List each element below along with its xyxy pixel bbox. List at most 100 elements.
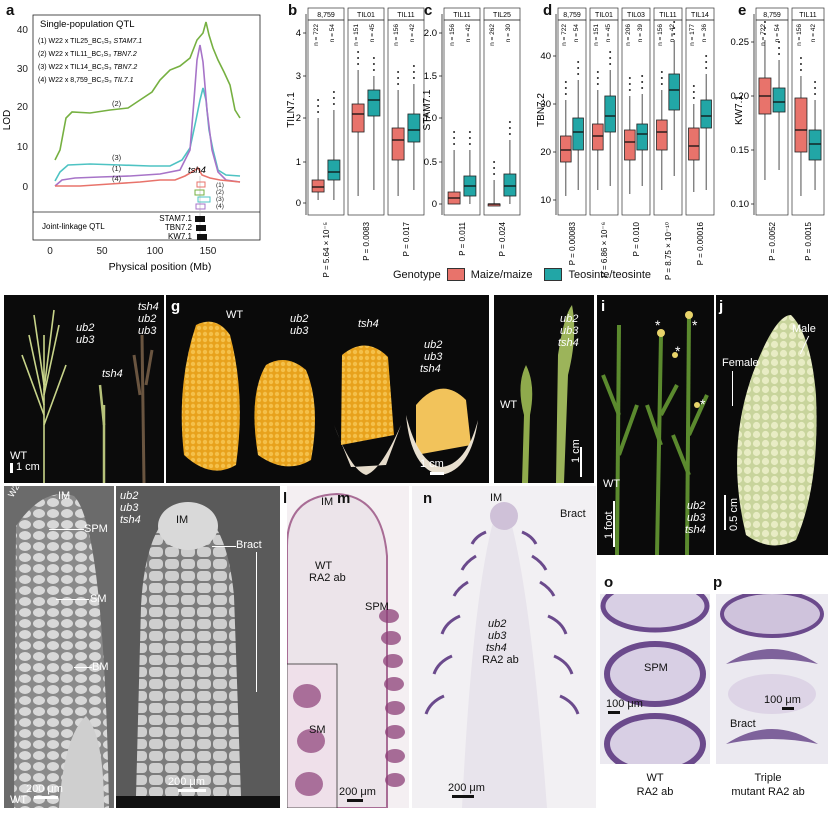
g-label-ub3: ub3 bbox=[290, 325, 309, 337]
d-group-name: TIL14 bbox=[691, 12, 709, 19]
e-n-maize: n = 722 bbox=[760, 24, 767, 46]
d-ylabel: TBN7.2 bbox=[536, 93, 547, 127]
k-spm-pointer bbox=[49, 529, 84, 530]
b-n-teosinte: n = 42 bbox=[409, 24, 416, 43]
g-label-ub2: ub2 bbox=[290, 313, 309, 325]
b-ytick: 0 bbox=[296, 198, 301, 209]
panel-c-boxplot: 0 0.5 1.0 1.5 2.0 STAM7.1 TIL11 n = 156 n = 42 P … bbox=[422, 7, 521, 256]
d-box bbox=[636, 123, 648, 151]
j-female-pointer bbox=[732, 371, 733, 406]
o-caption-1: WT bbox=[646, 772, 664, 784]
maize-legend-label: Maize/maize bbox=[470, 268, 533, 281]
c-group-name: TIL25 bbox=[493, 12, 511, 19]
d-n-maize: n = 722 bbox=[561, 24, 568, 46]
m-label-sm: SM bbox=[309, 724, 326, 736]
c-ytick: 0.5 bbox=[424, 157, 437, 168]
k-label-spm: SPM bbox=[84, 523, 108, 535]
a-joint-kw: KW7.1 bbox=[168, 232, 193, 241]
d-pvalue: P = 0.00016 bbox=[696, 221, 705, 265]
d-box bbox=[560, 135, 572, 163]
c-box bbox=[503, 173, 517, 197]
a-ytick-10: 10 bbox=[17, 142, 29, 153]
m-label-im: IM bbox=[321, 496, 334, 508]
l-bract-line bbox=[256, 552, 257, 692]
i-label-t2: ub3 bbox=[687, 512, 706, 524]
l-label-t1: ub2 bbox=[120, 490, 139, 502]
b-n-teosinte: n = 45 bbox=[369, 24, 376, 43]
i-scale-text: 1 foot bbox=[603, 511, 615, 539]
p-caption-1: Triple bbox=[754, 772, 782, 784]
c-n-maize: n = 156 bbox=[449, 24, 456, 46]
d-n-maize: n = 156 bbox=[657, 24, 664, 46]
h-label-t1: ub2 bbox=[560, 313, 579, 325]
a-tsh4-marker: tsh4 bbox=[188, 165, 206, 176]
d-n-maize: n = 151 bbox=[593, 24, 600, 46]
c-n-maize: n = 262 bbox=[489, 24, 496, 46]
d-n-teosinte: n = 45 bbox=[605, 24, 612, 43]
h-scale-text: 1 cm bbox=[570, 439, 582, 463]
j-label-female: Female bbox=[722, 357, 759, 369]
a-curve-2-green bbox=[54, 21, 241, 161]
a-ytick-20: 20 bbox=[17, 102, 29, 113]
a-curve-4-purple bbox=[54, 44, 241, 187]
d-box bbox=[700, 99, 712, 129]
d-n-maize: n = 206 bbox=[625, 24, 632, 46]
b-ytick: 2 bbox=[296, 113, 301, 124]
d-pvalue: P = 0.00083 bbox=[568, 221, 577, 265]
k-label-bm: BM bbox=[92, 661, 109, 673]
d-n-maize: n = 177 bbox=[689, 24, 696, 46]
i-label-t3: tsh4 bbox=[685, 524, 706, 536]
c-ylabel: STAM7.1 bbox=[422, 89, 433, 130]
d-pvalue: P = 6.86 × 10⁻⁶ bbox=[600, 222, 609, 277]
g-label-wt: WT bbox=[226, 309, 244, 321]
b-n-maize: n = 151 bbox=[353, 24, 360, 46]
i-star-4: * bbox=[700, 396, 706, 412]
g-label-t2: ub3 bbox=[424, 351, 443, 363]
d-n-teosinte: n = 42 bbox=[669, 24, 676, 43]
d-box bbox=[592, 123, 604, 151]
d-ytick: 20 bbox=[540, 147, 551, 158]
d-n-teosinte: n = 39 bbox=[637, 24, 644, 43]
m-label-spm: SPM bbox=[365, 601, 389, 613]
o-insitu-image bbox=[600, 594, 710, 764]
a-ytick-40: 40 bbox=[17, 25, 29, 36]
k-bm-pointer bbox=[74, 667, 92, 668]
e-n-teosinte: n = 54 bbox=[774, 24, 781, 43]
b-n-teosinte: n = 54 bbox=[329, 24, 336, 43]
f-label-ub3: ub3 bbox=[76, 334, 95, 346]
c-ytick: 0 bbox=[432, 199, 437, 210]
h-label-t3: tsh4 bbox=[558, 337, 579, 349]
a-legend-title: Single-population QTL bbox=[40, 19, 135, 30]
l-genotype-label: ub2 ub3 tsh4 bbox=[120, 490, 141, 526]
b-ylabel: TILN7.1 bbox=[286, 92, 297, 128]
a-curve-label-2: (2) bbox=[112, 99, 122, 108]
c-n-teosinte: n = 30 bbox=[505, 24, 512, 43]
panel-p-label: p bbox=[713, 574, 723, 591]
l-bract-pointer bbox=[212, 546, 236, 547]
n-label-t1: ub2 bbox=[488, 618, 507, 630]
b-box bbox=[367, 89, 381, 117]
h-label-t2: ub3 bbox=[560, 325, 579, 337]
genotype-legend-title: Genotype bbox=[393, 268, 441, 281]
e-n-teosinte: n = 42 bbox=[810, 24, 817, 43]
a-curve-label-1: (1) bbox=[112, 164, 122, 173]
teosinte-swatch bbox=[544, 268, 563, 281]
e-ytick: 0.10 bbox=[731, 199, 750, 210]
f-label-wt: WT bbox=[10, 450, 28, 462]
a-curve-label-4: (4) bbox=[112, 174, 122, 183]
f-label-t1: tsh4 bbox=[138, 301, 159, 313]
e-pvalue: P = 0.0015 bbox=[804, 221, 813, 260]
g-scale-bar bbox=[430, 472, 444, 475]
p-insitu-image bbox=[720, 594, 824, 744]
n-label-im: IM bbox=[490, 492, 503, 504]
a-interval-4: (4) bbox=[216, 203, 224, 210]
a-xtick-50: 50 bbox=[96, 246, 108, 257]
d-box bbox=[572, 117, 584, 151]
panel-a-label: a bbox=[6, 2, 15, 19]
e-box bbox=[772, 87, 786, 113]
a-xlabel: Physical position (Mb) bbox=[109, 261, 212, 273]
panel-b-label: b bbox=[288, 2, 298, 19]
d-box bbox=[656, 119, 668, 151]
f-label-tsh4: tsh4 bbox=[102, 368, 123, 380]
n-scale-text: 200 μm bbox=[448, 782, 485, 794]
